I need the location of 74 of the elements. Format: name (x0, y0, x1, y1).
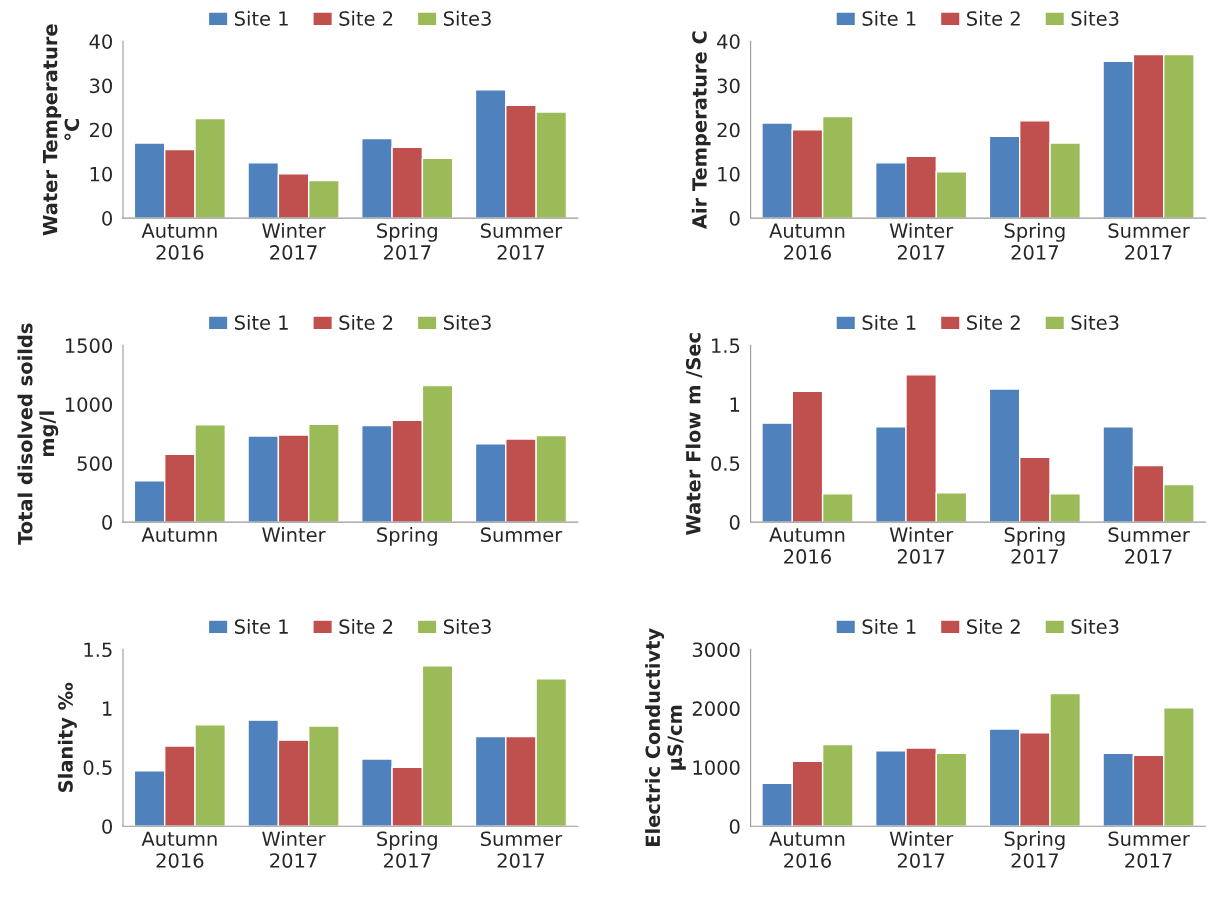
y-axis-title: Electric Conductivty µS/cm (645, 628, 686, 846)
legend-label: Site3 (443, 618, 491, 634)
y-tick-label: 0 (729, 211, 740, 226)
y-axis-title: Water Flow m /Sec (685, 333, 703, 535)
legend-label: Site 1 (862, 618, 916, 634)
x-tick-label: Spring 2017 (1004, 527, 1065, 564)
x-tick-label: Spring 2017 (1004, 222, 1065, 260)
x-tick-label: Spring (377, 527, 437, 546)
x-tick-label: Winter 2017 (889, 831, 954, 868)
y-tick-label: 0.5 (711, 456, 740, 471)
x-tick-label: Autumn (141, 527, 217, 543)
legend-label: Site3 (1071, 10, 1119, 26)
x-tick-label: Winter 2017 (262, 831, 326, 868)
legend-label: Site 1 (862, 10, 916, 26)
legend-label: Site 2 (967, 618, 1020, 634)
y-axis-title: Water Temperature °C (42, 24, 80, 236)
legend-label: Site3 (443, 10, 491, 26)
y-tick-label: 0 (102, 819, 112, 834)
x-tick-label: Autumn 2016 (769, 223, 845, 260)
legend-label: Site 2 (339, 10, 393, 26)
legend-label: Site 1 (234, 618, 288, 634)
x-tick-label: Autumn 2016 (769, 527, 845, 564)
legend-label: Site3 (1071, 314, 1119, 330)
y-tick-label: 0 (729, 515, 740, 530)
x-tick-label: Summer 2017 (1108, 831, 1190, 868)
x-tick-label: Autumn 2016 (769, 831, 845, 868)
x-tick-label: Winter 2017 (262, 222, 326, 260)
x-tick-label: Winter (262, 527, 326, 543)
y-tick-label: 20 (89, 122, 112, 138)
x-tick-label: Summer 2017 (480, 223, 563, 260)
y-tick-label: 1.5 (712, 338, 740, 354)
y-tick-label: 1 (730, 397, 740, 412)
legend-label: Site 1 (234, 314, 288, 330)
x-tick-label: Summer 2017 (1108, 223, 1190, 260)
y-tick-label: 2000 (692, 701, 740, 717)
y-tick-label: 40 (717, 34, 740, 49)
y-tick-label: 1000 (65, 397, 112, 412)
x-tick-label: Spring 2017 (377, 222, 437, 260)
x-tick-label: Winter 2017 (889, 222, 954, 260)
y-tick-label: 30 (90, 78, 112, 94)
y-axis-title: Slanity ‰ (57, 682, 77, 792)
y-tick-label: 30 (717, 78, 740, 94)
x-tick-label: Spring 2017 (1004, 831, 1065, 868)
x-tick-label: Autumn 2016 (141, 831, 217, 868)
y-tick-label: 0 (102, 211, 112, 226)
x-tick-label: Summer 2017 (480, 831, 563, 868)
y-tick-label: 10 (718, 166, 740, 182)
y-tick-label: 1.5 (84, 642, 112, 658)
legend-label: Site3 (1071, 618, 1119, 634)
y-tick-label: 500 (77, 456, 112, 471)
legend-label: Site 1 (234, 10, 288, 26)
y-axis-title: Total disolved soilds mg/l (17, 323, 59, 545)
x-tick-label: Spring 2017 (377, 831, 437, 868)
legend-label: Site 2 (967, 10, 1020, 26)
y-tick-label: 0 (102, 515, 112, 530)
legend-label: Site 2 (339, 314, 393, 330)
x-tick-label: Summer 2017 (1108, 527, 1190, 564)
y-axis-title: Air Temperature C (691, 31, 711, 230)
x-tick-label: Winter 2017 (889, 527, 954, 564)
y-tick-label: 20 (717, 122, 740, 138)
legend-label: Site 2 (967, 314, 1020, 330)
y-tick-label: 0 (729, 819, 740, 834)
y-tick-label: 1000 (693, 760, 740, 775)
legend-label: Site3 (443, 314, 491, 330)
y-tick-label: 40 (89, 34, 112, 49)
y-tick-label: 0.5 (83, 760, 112, 775)
y-tick-label: 3000 (692, 642, 740, 658)
x-tick-label: Autumn 2016 (141, 223, 217, 260)
y-tick-label: 1 (103, 701, 112, 716)
legend-label: Site 2 (339, 618, 393, 634)
legend-label: Site 1 (862, 314, 916, 330)
y-tick-label: 10 (90, 166, 112, 182)
y-tick-label: 1500 (65, 338, 112, 354)
x-tick-label: Summer (480, 527, 563, 543)
